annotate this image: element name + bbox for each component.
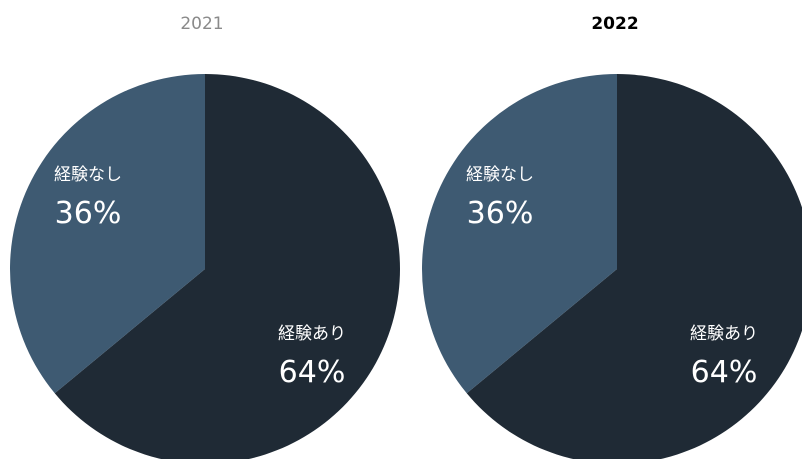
slice-value-experienced-2021: 64% [279, 355, 346, 390]
slice-label-inexperienced-2022: 経験なし [466, 165, 534, 185]
slice-label-experienced-2022: 経験あり [690, 324, 758, 344]
slice-value-inexperienced-2022: 36% [467, 196, 534, 231]
pie-chart-2022: 経験なし 36% 経験あり 64% [421, 74, 802, 459]
slice-experienced-2021 [54, 74, 400, 459]
pie-chart-2021: 経験なし 36% 経験あり 64% [9, 74, 400, 459]
chart-title-2021: 2021 [180, 14, 224, 34]
slice-inexperienced-2022 [421, 74, 617, 394]
slice-label-experienced-2021: 経験あり [278, 324, 346, 344]
slice-value-experienced-2022: 64% [691, 355, 758, 390]
chart-title-2022: 2022 [591, 14, 639, 34]
slice-inexperienced-2021 [9, 74, 205, 394]
slice-value-inexperienced-2021: 36% [55, 196, 122, 231]
slice-experienced-2022 [466, 74, 802, 459]
slice-label-inexperienced-2021: 経験なし [54, 165, 122, 185]
